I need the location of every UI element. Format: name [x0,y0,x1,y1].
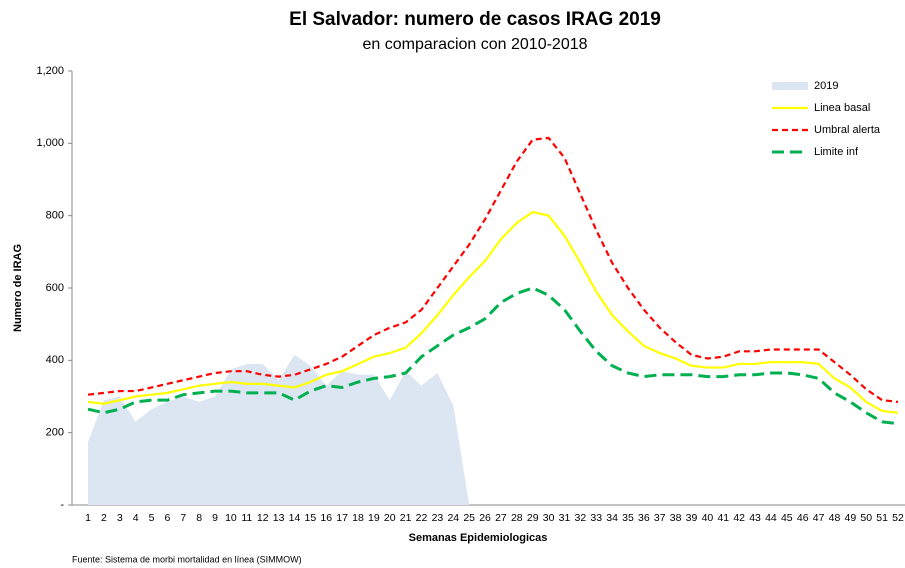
x-tick-label: 15 [305,512,317,524]
chart-subtitle: en comparacion con 2010-2018 [362,36,587,53]
legend-label: Linea basal [814,102,870,114]
x-axis-label: Semanas Epidemiologicas [409,532,548,544]
x-tick-label: 33 [590,512,602,524]
legend-label: 2019 [814,80,838,92]
x-tick-label: 39 [686,512,698,524]
x-tick-label: 36 [638,512,650,524]
x-tick-label: 28 [511,512,523,524]
x-tick-label: 30 [543,512,555,524]
x-tick-label: 20 [384,512,396,524]
y-tick-label: 1,200 [36,65,64,77]
x-tick-label: 19 [368,512,380,524]
x-tick-label: 38 [670,512,682,524]
y-axis-label: Numero de IRAG [12,244,24,332]
x-tick-label: 49 [845,512,857,524]
x-tick-label: 7 [180,512,186,524]
y-tick-label: 1,000 [36,137,64,149]
y-tick-label: 600 [46,282,64,294]
x-tick-label: 23 [432,512,444,524]
x-tick-label: 10 [225,512,237,524]
x-tick-label: 11 [241,512,252,524]
x-tick-label: 34 [606,512,618,524]
x-tick-label: 41 [717,512,729,524]
x-tick-label: 50 [860,512,872,524]
x-tick-label: 21 [400,512,412,524]
legend-label: Limite inf [814,146,859,158]
x-tick-label: 13 [273,512,285,524]
source-note: Fuente: Sistema de morbi mortalidad en l… [72,554,302,564]
line [87,136,899,404]
x-tick-label: 46 [797,512,809,524]
x-tick-label: 40 [702,512,714,524]
x-tick-label: 24 [447,512,459,524]
x-tick-label: 16 [320,512,332,524]
x-tick-label: 51 [876,512,888,524]
x-tick-label: 47 [813,512,825,524]
x-tick-label: 8 [196,512,202,524]
legend-label: Umbral alerta [814,124,881,136]
legend-swatch [772,82,808,90]
y-tick-label: 400 [46,354,64,366]
x-tick-label: 29 [527,512,539,524]
x-tick-label: 45 [781,512,793,524]
x-tick-label: 22 [416,512,428,524]
x-tick-label: 9 [212,512,218,524]
line [87,210,899,414]
y-tick-label: 800 [46,210,64,222]
x-tick-label: 1 [85,512,91,524]
x-tick-label: 37 [654,512,666,524]
x-tick-label: 44 [765,512,777,524]
x-tick-label: 12 [257,512,269,524]
x-tick-label: 32 [575,512,587,524]
x-tick-label: 43 [749,512,761,524]
y-tick-label: - [60,499,64,511]
x-tick-label: 35 [622,512,634,524]
x-tick-label: 27 [495,512,507,524]
x-tick-label: 4 [133,512,139,524]
x-tick-label: 17 [336,512,348,524]
x-tick-label: 31 [559,512,571,524]
x-tick-label: 25 [463,512,475,524]
x-tick-label: 52 [892,512,904,524]
x-tick-label: 26 [479,512,491,524]
x-tick-label: 14 [289,512,301,524]
x-tick-label: 42 [733,512,745,524]
x-tick-label: 48 [829,512,841,524]
x-tick-label: 5 [149,512,155,524]
x-tick-label: 3 [117,512,123,524]
x-tick-label: 6 [164,512,170,524]
x-tick-label: 18 [352,512,364,524]
chart-title: El Salvador: numero de casos IRAG 2019 [289,9,661,30]
y-tick-label: 200 [46,427,64,439]
area [88,354,470,505]
line [87,286,899,426]
x-tick-label: 2 [101,512,107,524]
